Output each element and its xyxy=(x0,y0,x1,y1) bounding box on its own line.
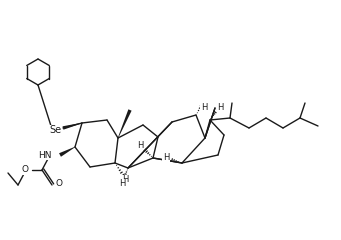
Text: O: O xyxy=(21,166,28,174)
Text: H: H xyxy=(163,152,169,162)
Polygon shape xyxy=(62,123,82,130)
Text: H: H xyxy=(122,175,128,185)
Text: HN: HN xyxy=(39,150,52,160)
Text: H: H xyxy=(137,140,143,150)
Text: H: H xyxy=(119,180,125,188)
Text: O: O xyxy=(56,179,63,187)
Text: Se: Se xyxy=(49,125,61,135)
Text: H: H xyxy=(217,102,223,112)
Text: H: H xyxy=(201,102,207,112)
Polygon shape xyxy=(118,109,132,138)
Polygon shape xyxy=(59,147,75,157)
